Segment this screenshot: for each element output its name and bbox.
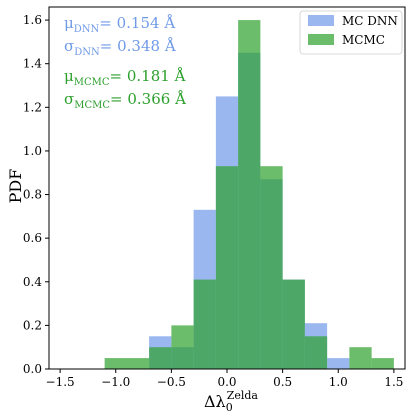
bar-mc-dnn-8 bbox=[327, 358, 350, 369]
y-tick-label: 0.8 bbox=[23, 188, 42, 202]
x-tick-label: 0.5 bbox=[273, 375, 292, 389]
bar-mcmc-4 bbox=[215, 166, 239, 369]
bar-mcmc-8 bbox=[304, 336, 328, 369]
bar-mcmc-1 bbox=[149, 347, 172, 369]
bar-mcmc-3 bbox=[193, 279, 216, 369]
axis-ticks: −1.5 −1.0 −0.5 0.0 0.5 1.0 1.5 0.0 0.2 0.4 0.6 0.8 1… bbox=[23, 13, 404, 389]
y-tick-label: 1.0 bbox=[23, 144, 42, 158]
legend: MC DNN MCMC bbox=[299, 10, 403, 55]
y-tick-label: 0.2 bbox=[23, 318, 42, 332]
bar-mcmc-0 bbox=[104, 358, 150, 369]
y-axis-label: PDF bbox=[6, 169, 25, 204]
x-tick-label: −0.5 bbox=[157, 375, 186, 389]
x-tick-label: −1.5 bbox=[46, 375, 75, 389]
histogram-bars bbox=[104, 20, 394, 370]
y-tick-label: 1.6 bbox=[23, 13, 42, 27]
stats-annotations: μDNN= 0.154 Å σDNN= 0.348 Å μMCMC= 0.181… bbox=[64, 14, 186, 111]
x-axis-label: Δλ0Zelda bbox=[204, 389, 258, 414]
bar-mcmc-5 bbox=[238, 20, 261, 369]
legend-label-mcmc: MCMC bbox=[342, 33, 385, 47]
y-tick-label: 1.4 bbox=[23, 57, 42, 71]
y-tick-label: 1.2 bbox=[23, 100, 42, 114]
bar-mcmc-7 bbox=[282, 279, 305, 369]
bar-mcmc-10 bbox=[349, 347, 372, 369]
x-tick-label: 0.0 bbox=[217, 375, 236, 389]
stat-mcmc-std: σMCMC= 0.366 Å bbox=[64, 90, 186, 111]
y-tick-label: 0.0 bbox=[23, 362, 42, 376]
stat-dnn-std: σDNN= 0.348 Å bbox=[64, 37, 176, 58]
stat-mcmc-mean: μMCMC= 0.181 Å bbox=[64, 67, 186, 88]
stat-dnn-mean: μDNN= 0.154 Å bbox=[64, 14, 175, 35]
y-tick-label: 0.4 bbox=[23, 275, 42, 289]
legend-label-mc-dnn: MC DNN bbox=[342, 14, 398, 28]
x-tick-label: 1.5 bbox=[384, 375, 403, 389]
plot-frame bbox=[48, 6, 406, 370]
y-tick-label: 0.6 bbox=[23, 231, 42, 245]
x-tick-label: −1.0 bbox=[101, 375, 130, 389]
x-tick-label: 1.0 bbox=[329, 375, 348, 389]
bar-mcmc-2 bbox=[171, 325, 194, 369]
bar-mcmc-6 bbox=[260, 166, 283, 369]
legend-swatch-mcmc bbox=[308, 34, 334, 45]
bar-mcmc-11 bbox=[371, 358, 394, 369]
legend-swatch-mc-dnn bbox=[308, 15, 334, 26]
